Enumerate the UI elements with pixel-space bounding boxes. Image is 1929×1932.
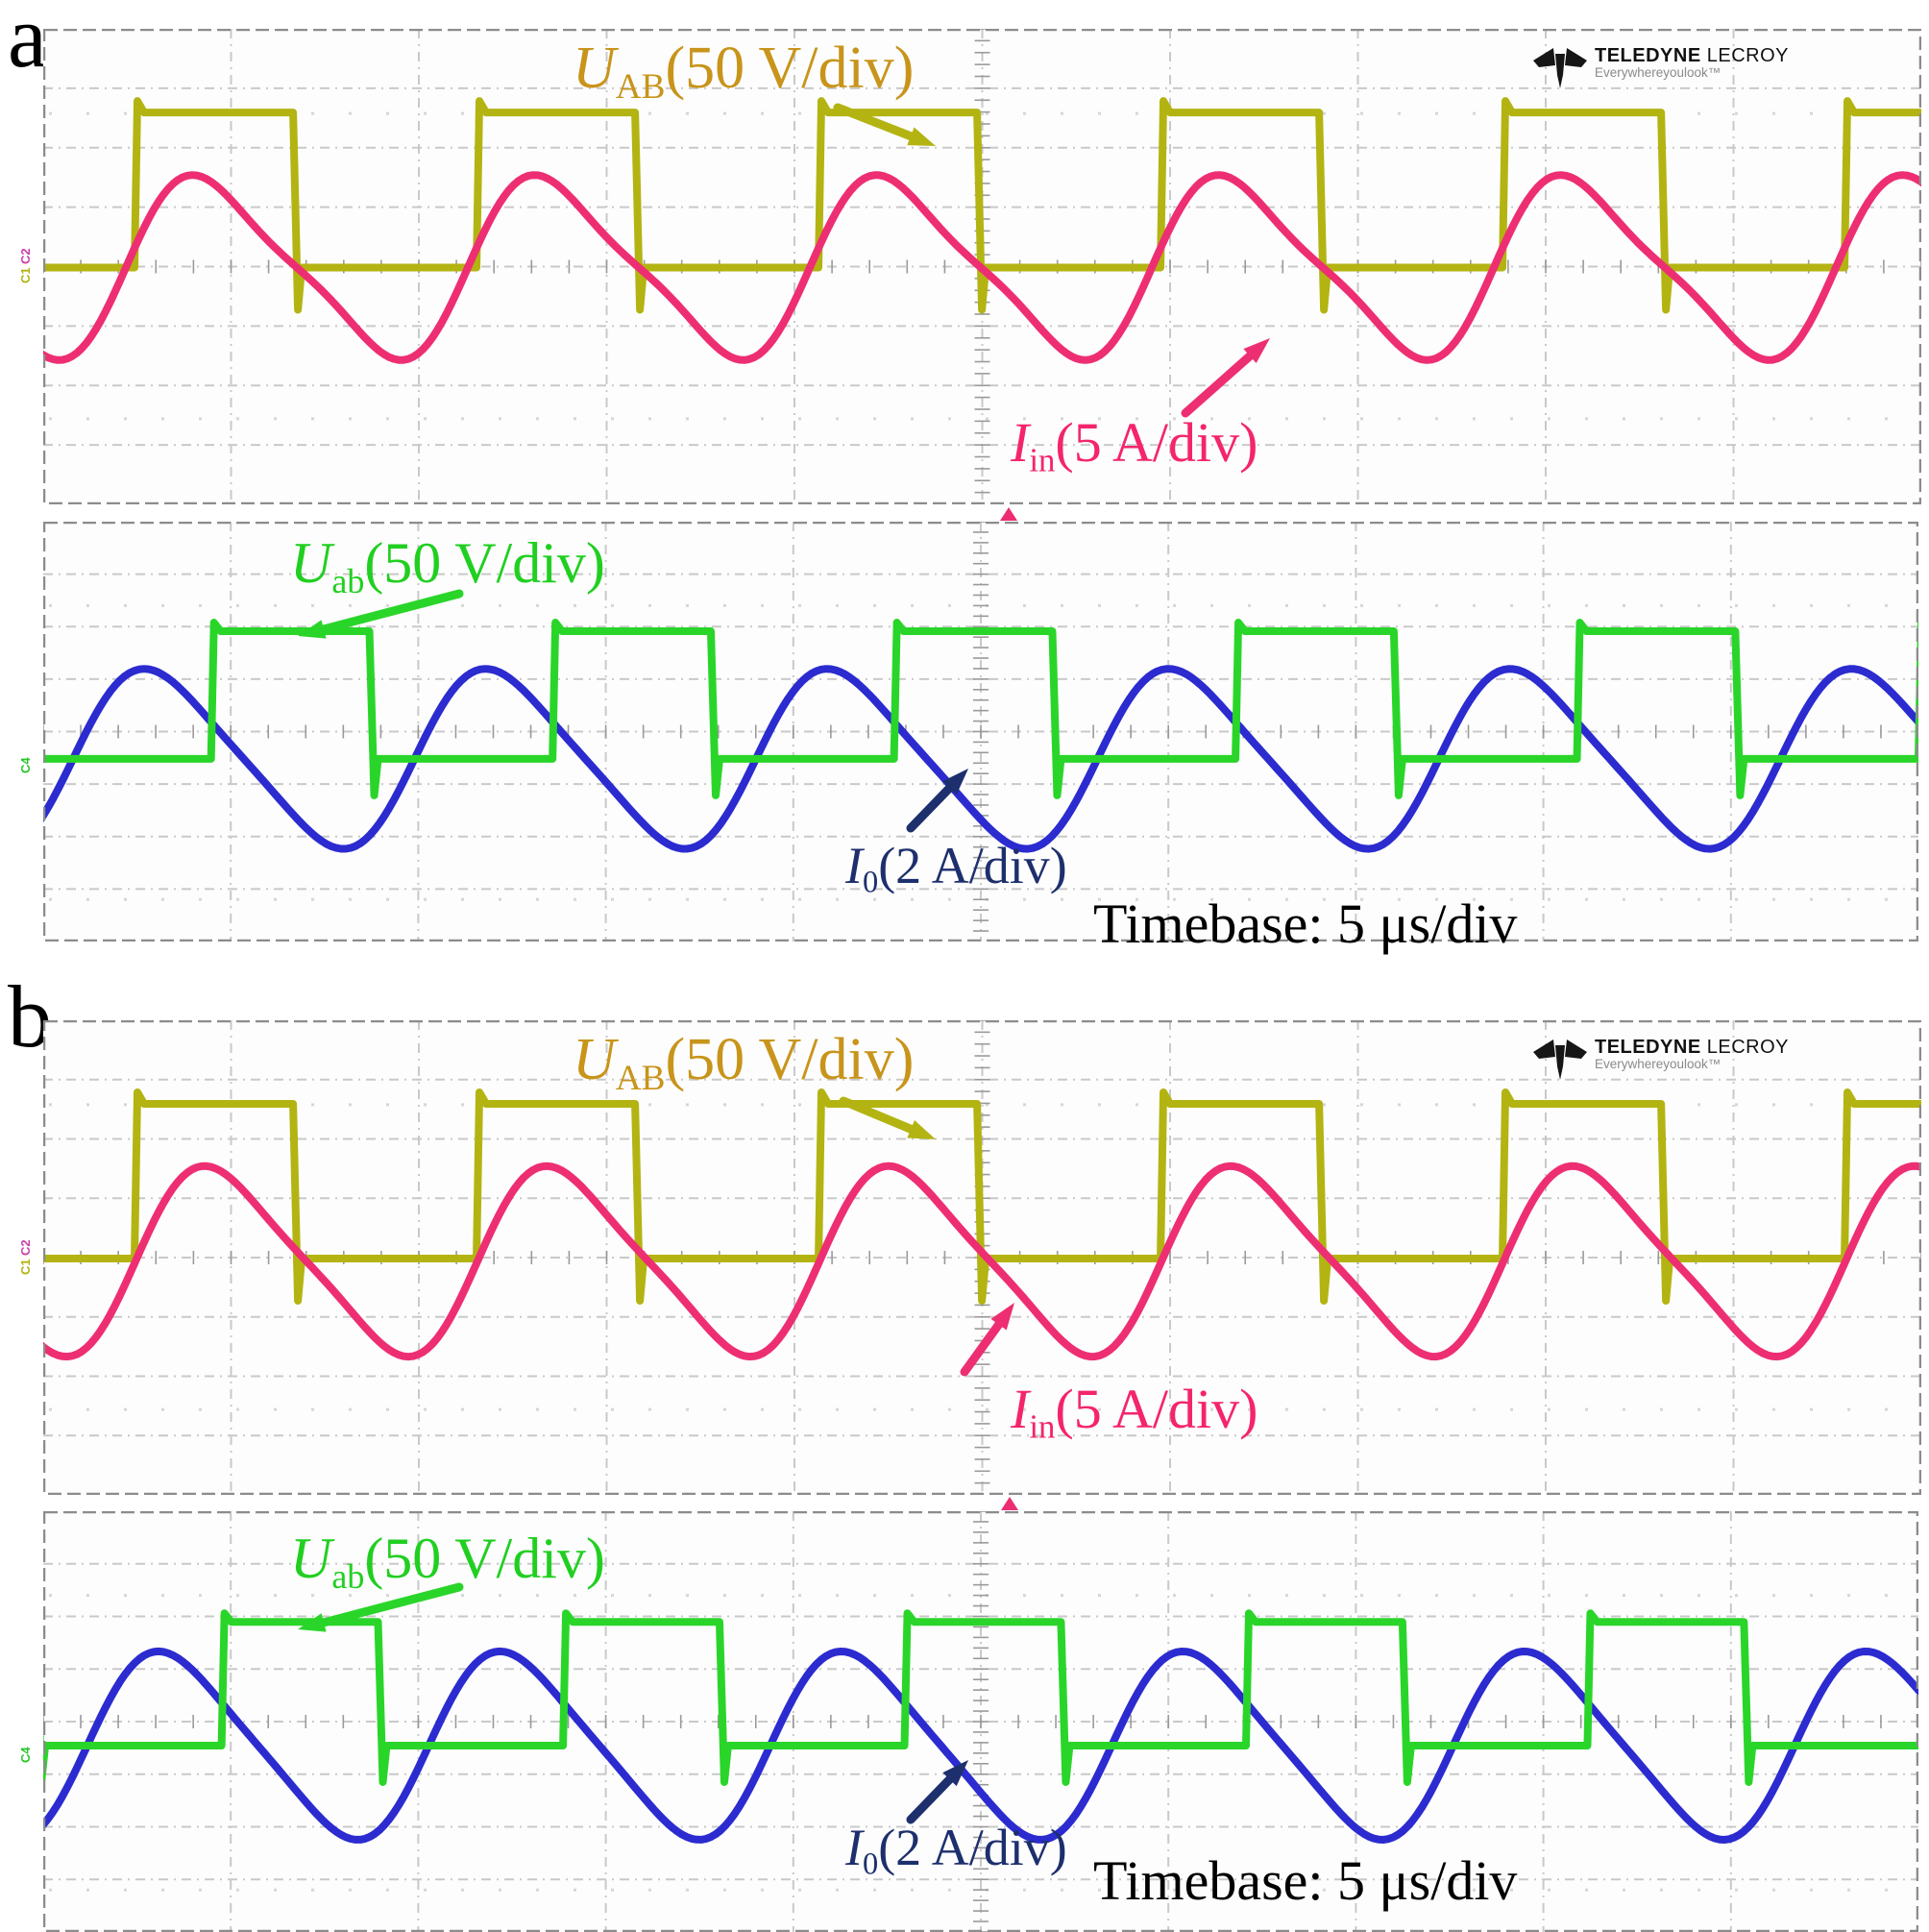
brand-name-rest: LECROY (1700, 45, 1789, 66)
scope-grid-b-top (43, 1020, 1921, 1495)
trace-i-in (43, 171, 1921, 364)
label-uab-lower-a: Uab(50 V/div) (290, 531, 605, 600)
label-io-a: I0(2 A/div) (845, 837, 1067, 900)
panel-a-letter: a (8, 0, 47, 86)
trace-u-ab (43, 97, 1921, 314)
scope-canvas-scope-b-bot (43, 1511, 1918, 1932)
teledyne-lecroy-logo-a: TELEDYNE LECROY Everywhereyoulook™ (1533, 46, 1789, 90)
channel-marker-c1-b: C1 (18, 1259, 33, 1275)
trace-u-ab (43, 1088, 1921, 1305)
brand-name-rest: LECROY (1700, 1037, 1789, 1058)
channel-marker-c4-a: C4 (18, 757, 33, 773)
channel-marker-c2-a: C2 (18, 248, 33, 264)
brand-tagline: Everywhereyoulook™ (1595, 65, 1721, 80)
brand-name-bold: TELEDYNE (1595, 45, 1701, 66)
trigger-marker-b (1001, 1497, 1018, 1510)
brand-name-bold: TELEDYNE (1595, 1037, 1701, 1058)
label-io-b: I0(2 A/div) (845, 1819, 1067, 1882)
timebase-label-a: Timebase: 5 μs/div (1093, 893, 1518, 955)
teledyne-lecroy-logo-b: TELEDYNE LECROY Everywhereyoulook™ (1533, 1038, 1789, 1082)
teledyne-butterfly-icon (1533, 1039, 1587, 1080)
trace-u-ab (43, 619, 1918, 799)
label-uab-lower-b: Uab(50 V/div) (290, 1527, 605, 1596)
scope-canvas-scope-a-bot (43, 522, 1918, 942)
label-uab-b: UAB(50 V/div) (573, 1027, 915, 1099)
channel-marker-c2-b: C2 (18, 1239, 33, 1256)
trace-i-0 (43, 1647, 1918, 1844)
scope-grid-a-bottom (43, 522, 1918, 942)
scope-grid-b-bottom (43, 1511, 1918, 1932)
label-iin-a: Iin(5 A/div) (1011, 411, 1258, 479)
trigger-marker-a (1000, 507, 1017, 521)
trace-i-in (43, 1162, 1921, 1361)
scope-grid-a-top (43, 29, 1921, 504)
label-uab-a: UAB(50 V/div) (573, 36, 915, 108)
channel-marker-c4-b: C4 (18, 1747, 33, 1763)
teledyne-butterfly-icon (1533, 48, 1587, 88)
scope-canvas-scope-a-top (43, 29, 1921, 504)
brand-tagline: Everywhereyoulook™ (1595, 1057, 1721, 1071)
channel-marker-c1-a: C1 (18, 267, 33, 283)
timebase-label-b: Timebase: 5 μs/div (1093, 1849, 1518, 1912)
trace-u-ab (43, 1609, 1918, 1786)
trace-i-0 (43, 665, 1918, 853)
label-iin-b: Iin(5 A/div) (1011, 1378, 1258, 1446)
scope-canvas-scope-b-top (43, 1020, 1921, 1495)
